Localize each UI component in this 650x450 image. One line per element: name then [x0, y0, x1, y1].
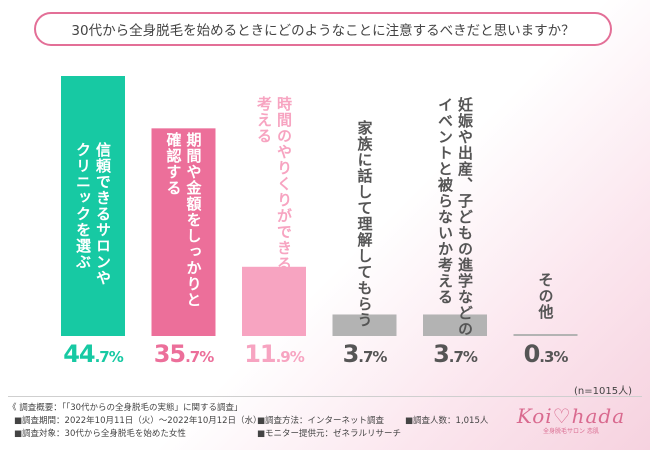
- category-label-5: 妊娠や出産、子どもの進学などの イベントと被らないか考える: [436, 97, 474, 337]
- bar-2: [151, 128, 216, 336]
- survey-overview: 《 調査概要：「「30代からの全身脱毛の実態」に関する調査」: [8, 403, 243, 413]
- value-label-4: 3.7%: [320, 340, 410, 368]
- value-label-3: 11.9%: [229, 340, 319, 368]
- bar-5: [423, 314, 487, 336]
- value-dec: .7%: [185, 348, 214, 366]
- chart-title-text: 30代から全身脱毛を始めるときにどのようなことに注意するべきだと思いますか？: [71, 23, 575, 39]
- logo-wordmark: Koi♡hada: [516, 404, 626, 428]
- chart-title: 30代から全身脱毛を始めるときにどのようなことに注意するべきだと思いますか？: [34, 12, 612, 46]
- survey-count: ■調査人数：1,015人: [405, 416, 489, 426]
- bar-1: [61, 76, 125, 336]
- value-dec: .9%: [275, 348, 305, 366]
- value-label-1: 44.7%: [48, 340, 138, 368]
- survey-target: ■調査対象：30代から全身脱毛を始めた女性: [14, 429, 186, 439]
- value-int: 11: [244, 340, 276, 368]
- category-label-4: 家族に話して理解してもらう: [355, 120, 374, 328]
- value-int: 3: [433, 340, 450, 368]
- value-dec: .7%: [448, 348, 478, 366]
- survey-period: ■調査期間：2022年10月11日（火）〜2022年10月12日（水）: [14, 416, 262, 426]
- category-label-1: 信頼できるサロンや クリニックを選ぶ: [74, 142, 112, 286]
- bar-3: [242, 266, 306, 336]
- value-int: 0: [523, 340, 541, 368]
- value-dec: .7%: [94, 348, 124, 366]
- category-label-2: 期間や金額をしっかりと 確認する: [164, 132, 203, 308]
- category-label-3: 時間のやりくりができるかを 考える: [255, 96, 293, 304]
- value-int: 35: [153, 340, 186, 368]
- value-int: 44: [63, 340, 95, 368]
- bar-4: [332, 314, 397, 336]
- survey-method: ■調査方法：インターネット調査: [257, 416, 385, 426]
- category-label-6: その他: [536, 272, 555, 320]
- value-label-5: 3.7%: [410, 340, 500, 368]
- value-dec: .3%: [539, 348, 568, 366]
- sample-size-label: (n=1015人): [574, 386, 632, 397]
- value-int: 3: [342, 340, 360, 368]
- logo-subtitle: 全身脱毛サロン 恋肌: [543, 428, 599, 435]
- koihada-logo: Koi♡hada 全身脱毛サロン 恋肌: [511, 404, 631, 442]
- value-label-6: 0.3%: [501, 340, 591, 368]
- footer-divider: [8, 396, 642, 397]
- value-dec: .7%: [358, 348, 387, 366]
- value-label-2: 35.7%: [139, 340, 229, 368]
- survey-provider: ■モニター提供元：ゼネラルリサーチ: [257, 429, 402, 439]
- bar-6: [513, 334, 578, 336]
